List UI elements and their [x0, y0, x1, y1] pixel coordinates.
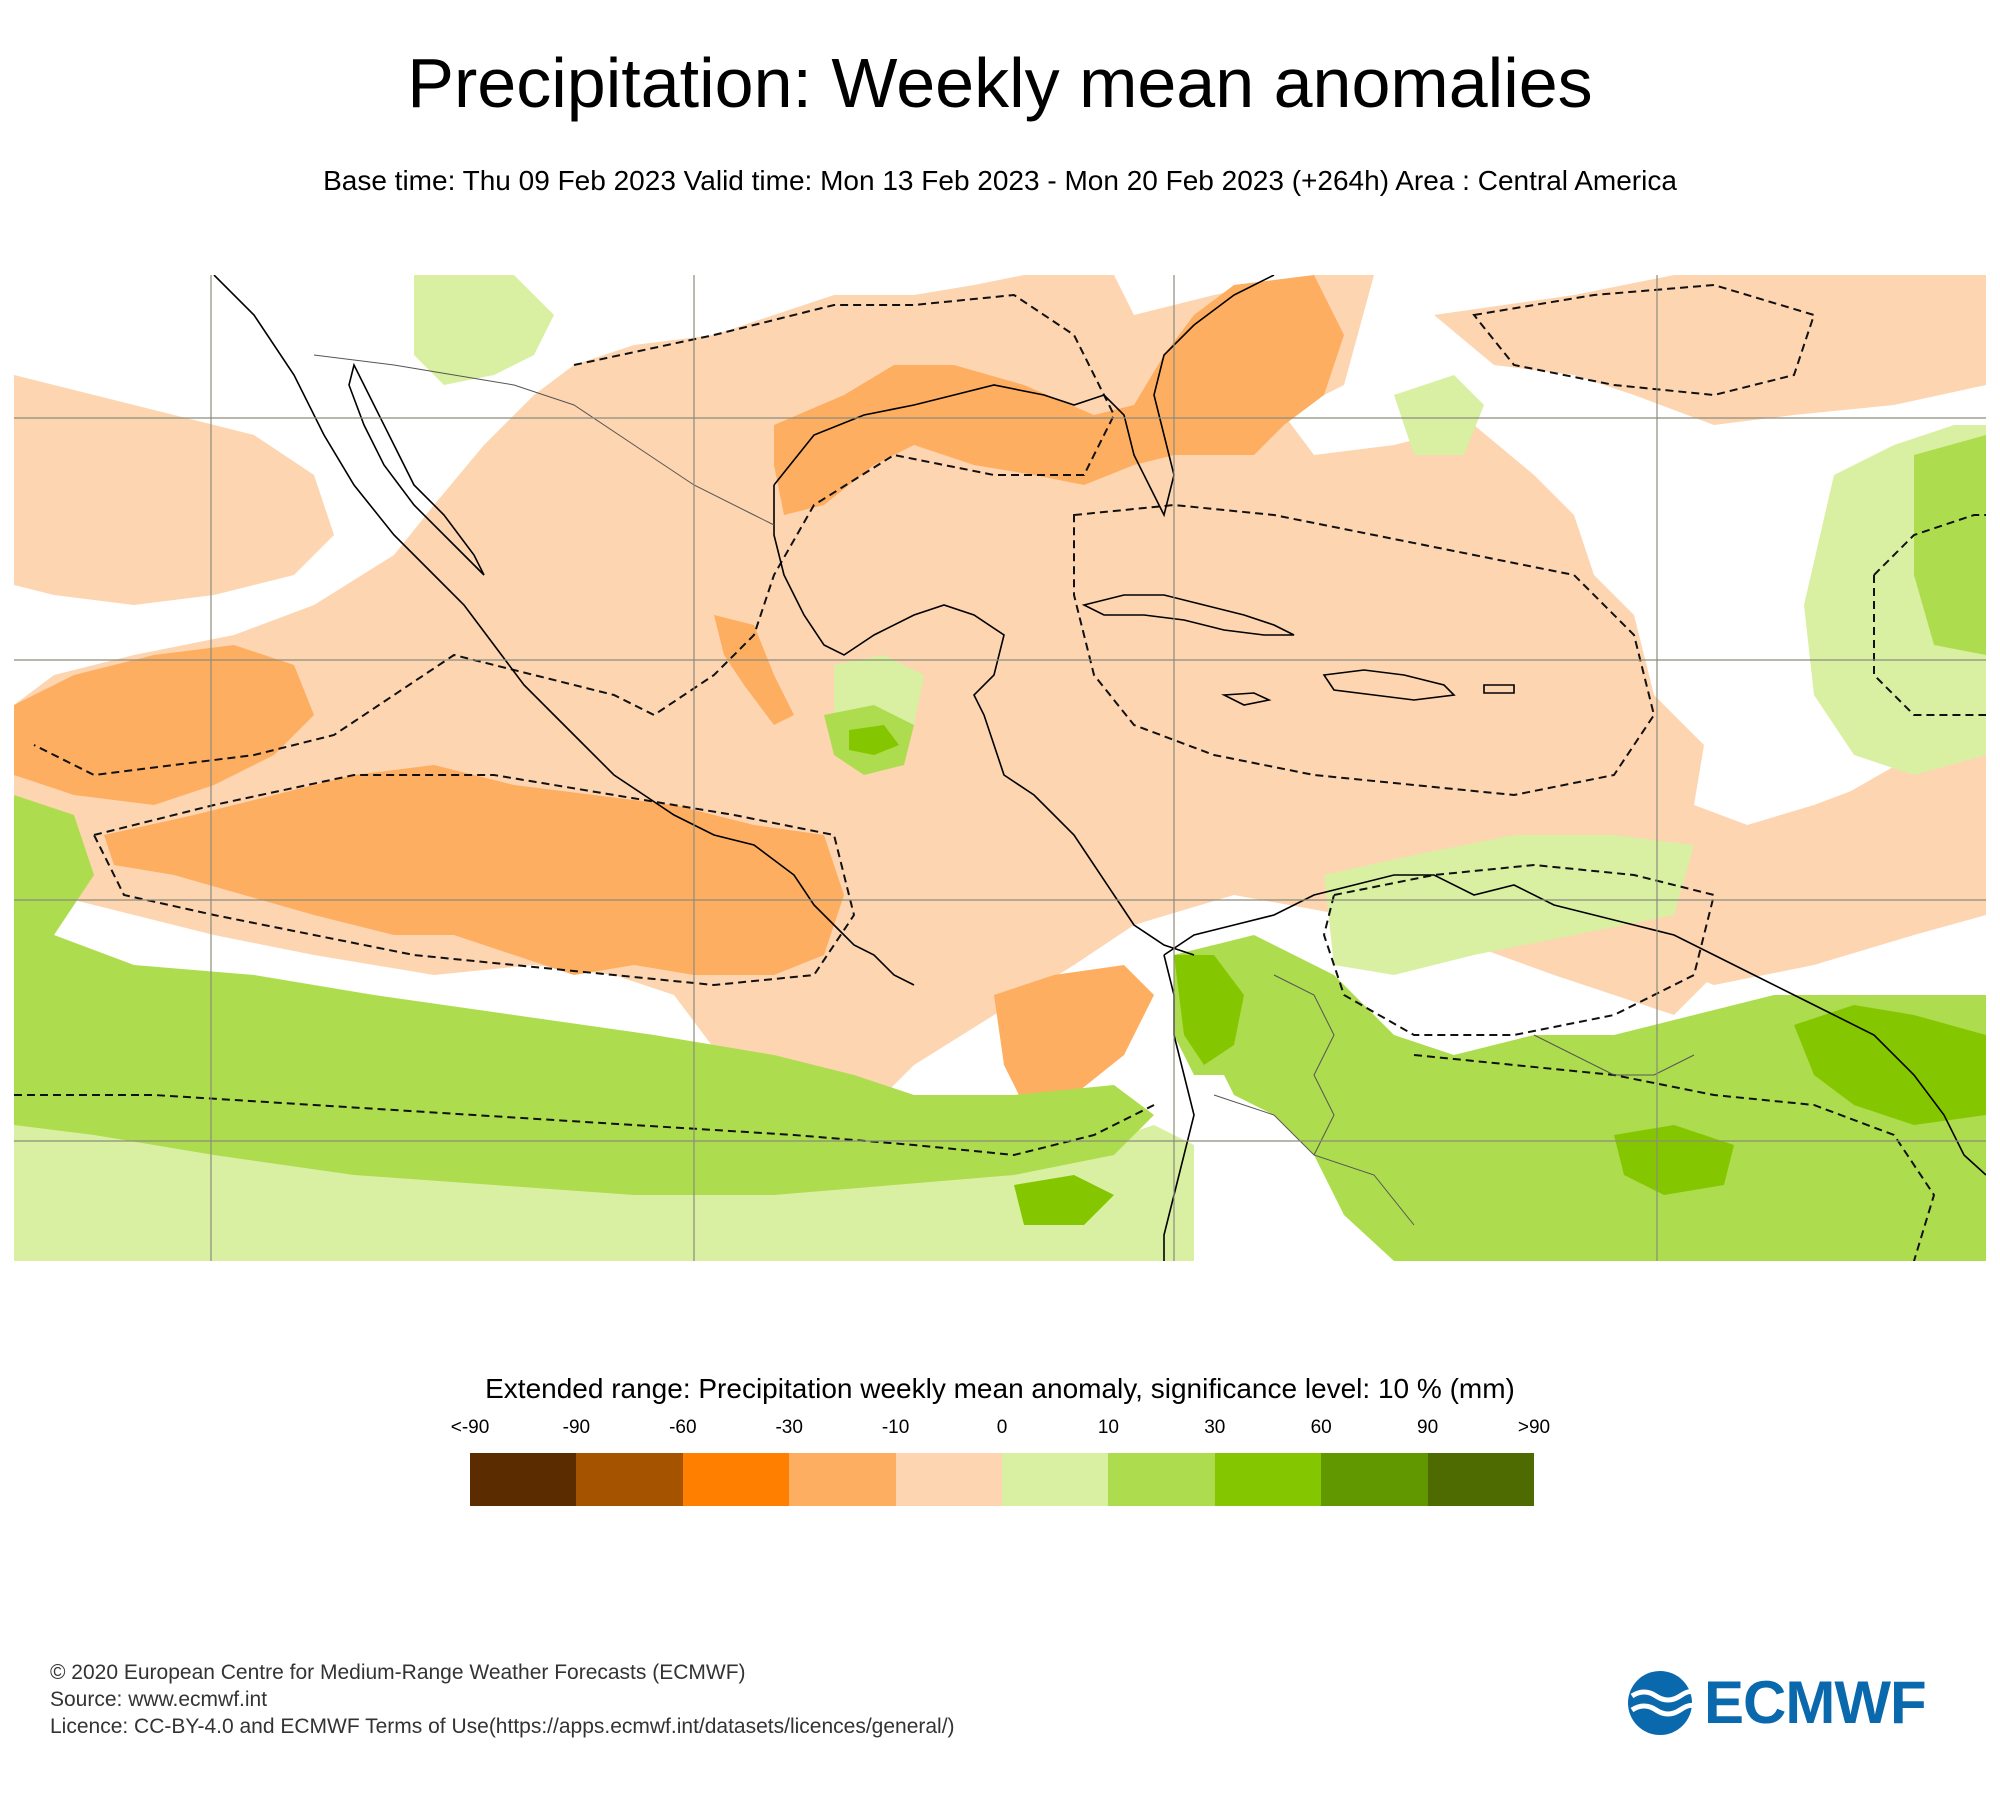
map-canvas [14, 275, 1986, 1261]
legend-color-bar [470, 1453, 1535, 1506]
coast-gulf-of-mexico [773, 485, 1195, 956]
legend-tick: -10 [881, 1417, 910, 1438]
legend-swatch [895, 1453, 1003, 1506]
graticule [14, 275, 1986, 1261]
legend-swatch [1108, 1453, 1215, 1506]
footer-credits: © 2020 European Centre for Medium-Range … [50, 1659, 955, 1740]
ecmwf-logo-text: ECMWF [1704, 1669, 1927, 1736]
legend-swatch [1321, 1453, 1428, 1506]
legend-swatch [682, 1453, 790, 1506]
legend-tick: 90 [1417, 1417, 1439, 1438]
wet-region-south-pacific [14, 795, 1154, 1195]
contour-atlantic [1472, 283, 1816, 397]
legend-swatch [789, 1453, 896, 1506]
coast-cuba [1081, 594, 1295, 636]
border-us-mexico [313, 354, 775, 526]
dry-region-gulf [774, 275, 1344, 515]
coast-south-america-north [1163, 874, 1986, 1176]
wet-region-light-colombia [1324, 835, 1694, 975]
dry-region-pacific-west [14, 645, 314, 805]
coast-baja [348, 362, 485, 576]
wet-region-light-islands [1394, 375, 1484, 455]
legend-tick: -30 [775, 1417, 803, 1438]
chart-subtitle: Base time: Thu 09 Feb 2023 Valid time: M… [323, 165, 1677, 196]
wet-region-strong-yucatan [849, 725, 899, 755]
coast-puerto-rico [1483, 684, 1515, 694]
border-venezuela-brazil [1533, 1034, 1695, 1076]
legend-swatch [576, 1453, 683, 1506]
contour-colombia [1322, 863, 1716, 1036]
coast-hispaniola [1322, 669, 1456, 701]
legend-tick: >90 [1517, 1417, 1551, 1438]
contour-south [14, 1094, 1155, 1157]
legend-title: Extended range: Precipitation weekly mea… [485, 1373, 1515, 1404]
dry-region-east-atlantic [1664, 755, 1986, 985]
legend-tick-labels: <-90 -90 -60 -30 -10 0 10 30 60 90 >90 [451, 1416, 1550, 1440]
dry-region-west [14, 375, 334, 605]
contour-east [1873, 514, 1986, 716]
legend-tick: 0 [996, 1417, 1008, 1438]
legend-tick: -60 [669, 1417, 697, 1438]
contour-amazon [1413, 1054, 1936, 1261]
dry-region-north [1434, 275, 1986, 425]
wet-region-strong-pacific [1014, 1175, 1114, 1225]
coast-north-america-west [213, 275, 915, 986]
country-borders [313, 354, 1695, 1226]
legend-tick: 60 [1310, 1417, 1332, 1438]
coast-jamaica [1221, 692, 1272, 706]
border-colombia-venezuela [1273, 974, 1335, 1156]
chart-title: Precipitation: Weekly mean anomalies [407, 44, 1593, 122]
dry-region-galapagos [994, 965, 1154, 1105]
contour-gulf [33, 293, 1116, 777]
legend-swatch [1427, 1453, 1535, 1506]
wet-region-light-north [414, 275, 554, 385]
legend-swatch [1002, 1453, 1109, 1506]
legend-tick: <-90 [450, 1417, 490, 1438]
contour-caribbean [1073, 503, 1656, 797]
ecmwf-logo-icon [1628, 1671, 1699, 1735]
wet-region-atlantic-east [1914, 435, 1986, 655]
legend-tick: -90 [562, 1417, 591, 1438]
coastlines [213, 275, 1986, 1261]
licence-text: Licence: CC-BY-4.0 and ECMWF Terms of Us… [50, 1715, 955, 1738]
border-peru-brazil [1213, 1094, 1415, 1226]
wet-region-strong-guyana [1794, 1005, 1986, 1125]
dry-region-mexico-strip [714, 615, 794, 725]
wet-region-strong-colombia [1174, 955, 1244, 1065]
wet-region-strong-amazon [1614, 1125, 1734, 1195]
legend-tick: 10 [1097, 1417, 1119, 1438]
ecmwf-logo: ECMWF [1620, 1670, 1950, 1736]
legend-swatch [1214, 1453, 1322, 1506]
dry-region-pacific-central [104, 765, 844, 975]
significance-contours [14, 283, 1986, 1261]
legend-swatch [470, 1453, 577, 1506]
legend-tick: 30 [1204, 1417, 1226, 1438]
contour-pacific [93, 774, 856, 987]
coast-us-gulf [773, 275, 1275, 518]
anomaly-map [14, 275, 1986, 1261]
source-text: Source: www.ecmwf.int [50, 1688, 268, 1711]
copyright-text: © 2020 European Centre for Medium-Range … [50, 1661, 746, 1684]
